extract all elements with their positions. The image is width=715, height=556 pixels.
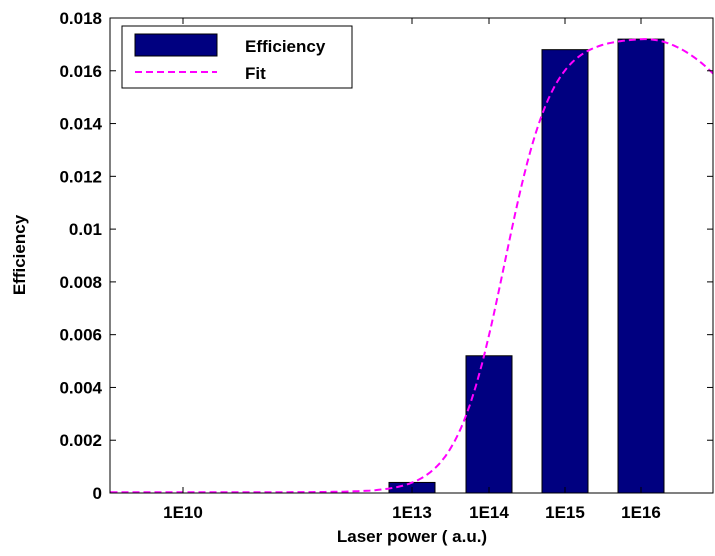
legend-label-efficiency: Efficiency (245, 37, 326, 56)
y-tick-label: 0 (93, 484, 102, 503)
x-axis: 1E10 1E13 1E14 1E15 1E16 (163, 18, 661, 522)
x-tick-label: 1E16 (621, 503, 661, 522)
y-tick-label: 0.002 (59, 431, 102, 450)
fit-layer (110, 38, 714, 494)
y-tick-label: 0.004 (59, 378, 102, 397)
legend: Efficiency Fit (121, 25, 353, 89)
y-tick-label: 0.016 (59, 62, 102, 81)
y-tick-label: 0.014 (59, 115, 102, 134)
y-tick-label: 0.006 (59, 326, 102, 345)
y-tick-label: 0.01 (69, 220, 102, 239)
fit-curve (110, 38, 714, 494)
bars-layer (388, 38, 665, 494)
bar-1E15 (541, 49, 589, 494)
legend-label-fit: Fit (245, 64, 266, 83)
x-tick-label: 1E14 (469, 503, 509, 522)
y-tick-label: 0.012 (59, 167, 102, 186)
legend-bar-swatch (134, 33, 218, 57)
y-tick-label: 0.008 (59, 273, 102, 292)
y-axis-label: Efficiency (10, 214, 29, 295)
bar-1E16 (617, 38, 665, 494)
x-axis-label: Laser power ( a.u.) (337, 527, 487, 546)
bar-1E14 (465, 355, 513, 494)
x-tick-label: 1E13 (392, 503, 432, 522)
x-tick-label: 1E15 (545, 503, 585, 522)
y-axis: 0 0.002 0.004 0.006 0.008 0.01 0.012 0.014 0.016… (59, 9, 713, 503)
x-tick-label: 1E10 (163, 503, 203, 522)
y-tick-label: 0.018 (59, 9, 102, 28)
